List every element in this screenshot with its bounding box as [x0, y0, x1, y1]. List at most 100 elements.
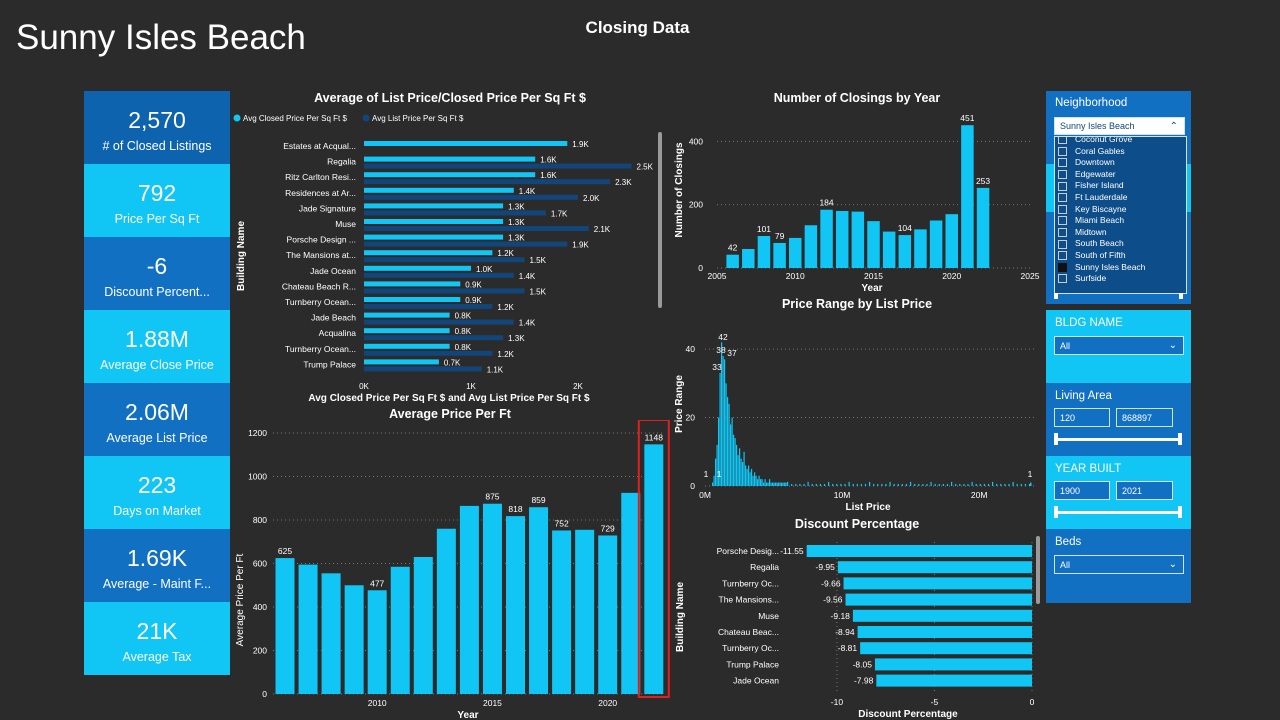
data-label: 2.0K — [583, 194, 600, 203]
kpi-label: Price Per Sq Ft — [114, 212, 200, 226]
neighborhood-option[interactable]: Ft Lauderdale — [1058, 192, 1127, 203]
filter-year-built: YEAR BUILT 1900 2021 — [1046, 456, 1191, 529]
data-label: 818 — [508, 504, 522, 514]
histogram-bar — [772, 482, 774, 486]
slider-handle-right[interactable] — [1179, 293, 1183, 299]
histogram-bar — [745, 465, 747, 486]
histogram-bar — [926, 483, 928, 486]
checkbox-icon[interactable] — [1058, 239, 1067, 249]
category-label: Porsche Desig... — [717, 546, 779, 556]
histogram-bar — [719, 373, 721, 486]
category-label: Turnberry Oc... — [722, 643, 779, 653]
year-built-slider-max-handle[interactable] — [1178, 506, 1182, 518]
data-label: 1.2K — [497, 249, 514, 258]
kpi-label: Average List Price — [106, 431, 208, 445]
neighborhood-option[interactable]: Fisher Island — [1058, 180, 1124, 191]
year-built-slider-min-handle[interactable] — [1054, 506, 1058, 518]
data-label: 625 — [278, 546, 292, 556]
neighborhood-option[interactable]: Edgewater — [1058, 168, 1116, 180]
living-area-slider[interactable] — [1054, 433, 1182, 445]
bar-list — [364, 288, 525, 294]
histogram-bar — [743, 451, 745, 486]
chart-title-price-per-sqft: Average of List Price/Closed Price Per S… — [314, 91, 586, 105]
neighborhood-option[interactable]: Key Biscayne — [1058, 204, 1127, 214]
data-label: 0.9K — [465, 296, 482, 305]
neighborhood-option[interactable]: Sunny Isles Beach — [1058, 262, 1145, 272]
chart-closings-by-year: 0 200 400 42 101 79 184 104 451 253 2005 2010 2015 20… — [674, 113, 1040, 294]
year-built-min[interactable]: 1900 — [1054, 481, 1110, 500]
data-label: 1.4K — [519, 272, 536, 281]
x-tick-label: 2025 — [1021, 271, 1040, 281]
bar-list — [364, 366, 482, 372]
bar-closed — [364, 203, 504, 209]
checkbox-icon[interactable] — [1058, 193, 1067, 203]
living-area-slider-min-handle[interactable] — [1054, 433, 1058, 445]
histogram-bar — [848, 481, 850, 486]
living-area-slider-max-handle[interactable] — [1178, 433, 1182, 445]
year-built-slider[interactable] — [1054, 506, 1182, 518]
histogram-bar — [897, 483, 899, 486]
data-label: -8.05 — [853, 659, 873, 669]
checkbox-icon[interactable] — [1058, 181, 1067, 191]
histogram-bar — [751, 468, 753, 486]
x-tick-label: 2015 — [483, 698, 502, 708]
histogram-bar — [864, 483, 867, 486]
histogram-bar — [1024, 483, 1026, 486]
neighborhood-option[interactable]: Coral Gables — [1058, 146, 1125, 156]
chart5-scrollbar[interactable] — [1036, 536, 1040, 604]
slider-handle-left[interactable] — [1054, 293, 1058, 299]
neighborhood-option[interactable]: Downtown — [1058, 157, 1115, 168]
neighborhood-option[interactable]: South Beach — [1058, 238, 1124, 249]
histogram-bar — [755, 475, 757, 486]
year-built-max[interactable]: 2021 — [1116, 481, 1173, 500]
checkbox-icon[interactable] — [1058, 251, 1067, 261]
checkbox-icon[interactable] — [1058, 274, 1067, 284]
living-area-min[interactable]: 120 — [1054, 408, 1110, 427]
category-label: Jade Ocean — [310, 266, 356, 276]
neighborhood-option[interactable]: Miami Beach — [1058, 215, 1124, 226]
checkbox-icon[interactable] — [1058, 228, 1067, 238]
x-tick-label: -5 — [931, 697, 939, 707]
neighborhood-option[interactable]: Midtown — [1058, 227, 1107, 238]
checkbox-icon[interactable] — [1058, 146, 1067, 156]
legend-label: Avg List Price Per Sq Ft $ — [372, 114, 464, 123]
data-label: 1.4K — [519, 319, 536, 328]
living-area-max[interactable]: 868897 — [1116, 408, 1173, 427]
neighborhood-option[interactable]: Surfside — [1058, 273, 1106, 284]
checkbox-icon[interactable] — [1058, 216, 1067, 226]
kpi-card: 2,570 # of Closed Listings — [84, 91, 230, 164]
checkbox-icon[interactable] — [1058, 204, 1067, 214]
x-tick-label: 2K — [573, 382, 583, 391]
histogram-bar — [742, 462, 744, 486]
histogram-bar — [819, 483, 821, 486]
neighborhood-dropdown-list[interactable]: Coconut Grove Coral Gables Downtown Edgewat… — [1054, 136, 1187, 294]
histogram-bar — [967, 483, 969, 486]
data-label: 104 — [898, 223, 912, 233]
neighborhood-select[interactable]: Sunny Isles Beach ⌃ — [1054, 117, 1185, 135]
bldg-name-select[interactable]: All ⌄ — [1054, 336, 1184, 355]
neighborhood-option[interactable]: Coconut Grove — [1058, 137, 1132, 145]
histogram-bar — [764, 479, 766, 486]
checkbox-icon[interactable] — [1058, 137, 1067, 145]
bar — [845, 593, 1032, 606]
histogram-bar — [776, 482, 778, 486]
histogram-bar — [713, 475, 715, 486]
checkbox-icon[interactable] — [1058, 158, 1067, 168]
histogram-bar — [716, 444, 718, 486]
histogram-bar — [881, 483, 883, 486]
kpi-value: 1.88M — [125, 326, 189, 352]
beds-select[interactable]: All ⌄ — [1054, 555, 1184, 574]
y-tick-label: 40 — [686, 344, 696, 354]
bar — [482, 503, 502, 694]
neighborhood-option[interactable]: South of Fifth — [1058, 250, 1126, 261]
data-label: 1.2K — [497, 303, 514, 312]
bar — [773, 242, 786, 268]
checkbox-icon[interactable] — [1058, 262, 1067, 272]
data-label: 1.3K — [508, 202, 525, 211]
kpi-value: 21K — [136, 618, 178, 644]
bar-closed — [364, 343, 450, 349]
neighborhood-option-label: Edgewater — [1075, 168, 1116, 179]
checkbox-icon[interactable] — [1058, 170, 1067, 180]
chart1-scrollbar[interactable] — [658, 132, 662, 308]
